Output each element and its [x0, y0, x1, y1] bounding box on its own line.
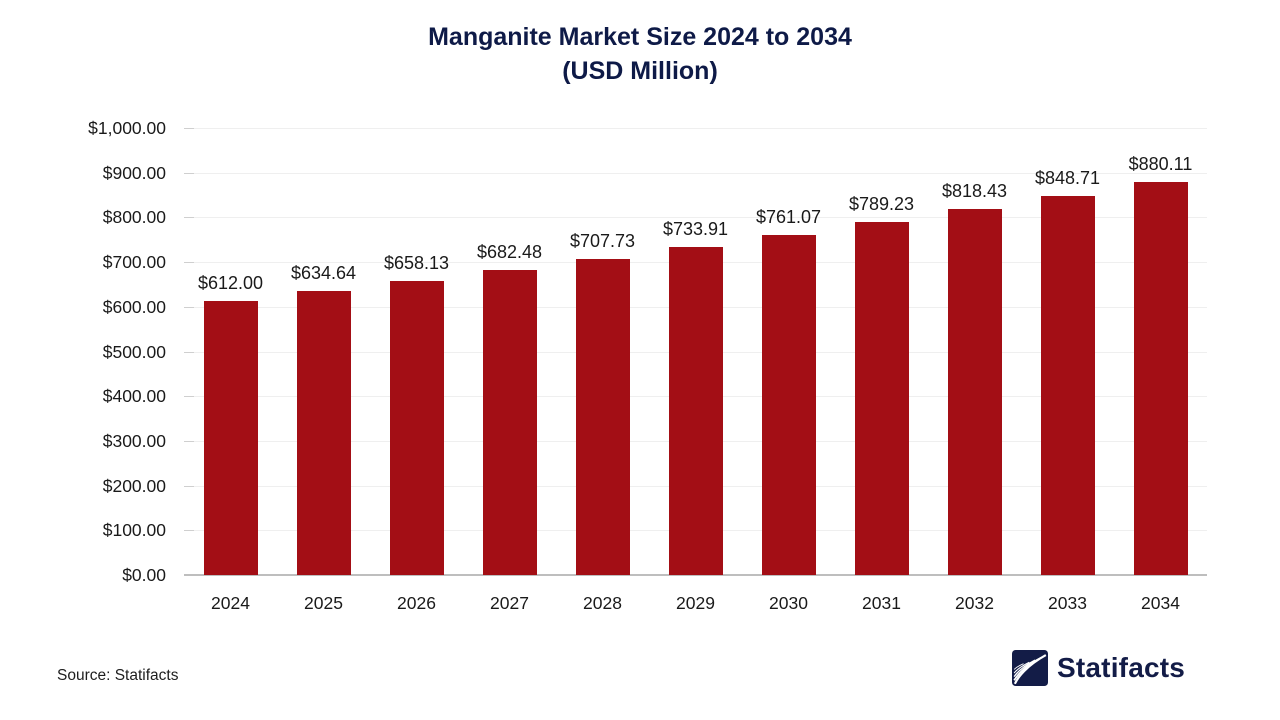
x-axis-label: 2029 [676, 593, 715, 613]
value-label: $848.71 [1034, 167, 1101, 188]
gridline [184, 128, 1207, 129]
chart-title-line1: Manganite Market Size 2024 to 2034 [428, 23, 852, 51]
y-axis-label: $300.00 [102, 430, 166, 451]
bar-2024 [203, 301, 258, 575]
value-label: $682.48 [476, 241, 543, 262]
bar-2033 [1040, 195, 1095, 575]
y-axis-tick [184, 128, 194, 129]
x-axis-label: 2033 [1048, 593, 1087, 613]
bar-2031 [854, 222, 909, 575]
chart-title: Manganite Market Size 2024 to 2034 (USD … [0, 20, 1280, 88]
value-label: $761.07 [755, 206, 822, 227]
x-axis-label: 2025 [304, 593, 343, 613]
value-label: $658.13 [383, 252, 450, 273]
y-axis-tick [184, 351, 194, 353]
x-axis-line [184, 574, 1207, 576]
value-label: $634.64 [290, 263, 357, 284]
y-axis-label: $700.00 [102, 252, 166, 273]
y-axis-tick [184, 217, 194, 219]
value-label: $707.73 [569, 230, 636, 251]
bar-2025 [296, 291, 351, 575]
y-axis-label: $500.00 [102, 341, 166, 362]
value-label: $733.91 [662, 218, 729, 239]
y-axis-tick [184, 440, 194, 442]
x-axis-label: 2031 [862, 593, 901, 613]
y-axis-tick [184, 262, 194, 264]
bar-2028 [575, 258, 630, 575]
y-axis-label: $0.00 [122, 565, 166, 585]
y-axis-label: $900.00 [102, 162, 166, 183]
bar-2034 [1133, 181, 1188, 575]
x-axis-label: 2030 [769, 593, 808, 613]
x-axis-label: 2034 [1141, 593, 1180, 613]
y-axis-tick [184, 485, 194, 487]
gridline [184, 172, 1207, 174]
x-axis-label: 2032 [955, 593, 994, 613]
bar-2029 [668, 246, 723, 575]
x-axis-label: 2028 [583, 593, 622, 613]
statifacts-logo: Statifacts [1012, 648, 1185, 688]
bar-2032 [947, 209, 1002, 575]
statifacts-logo-icon [1012, 650, 1048, 686]
chart-title-line2: (USD Million) [562, 57, 718, 85]
value-label: $818.43 [941, 181, 1008, 202]
y-axis-label: $800.00 [102, 207, 166, 228]
bar-2030 [761, 234, 816, 575]
value-label: $612.00 [197, 273, 264, 294]
bar-2026 [389, 280, 444, 575]
statifacts-logo-text: Statifacts [1057, 652, 1186, 683]
x-axis-label: 2027 [490, 593, 529, 613]
y-axis-label: $400.00 [102, 386, 166, 407]
y-axis-tick [184, 396, 194, 398]
y-axis-tick [184, 172, 194, 174]
y-axis-label: $200.00 [102, 475, 166, 496]
y-axis-tick [184, 530, 194, 532]
bar-2027 [482, 269, 537, 575]
y-axis-label: $1,000.00 [88, 118, 166, 138]
value-label: $880.11 [1128, 153, 1193, 174]
y-axis-label: $600.00 [102, 296, 166, 317]
value-label: $789.23 [848, 194, 915, 215]
x-axis-label: 2024 [211, 593, 250, 613]
x-axis-label: 2026 [397, 593, 436, 613]
source-note: Source: Statifacts [57, 667, 179, 684]
y-axis-label: $100.00 [102, 520, 166, 541]
y-axis-tick [184, 306, 194, 308]
gridline [184, 217, 1207, 219]
